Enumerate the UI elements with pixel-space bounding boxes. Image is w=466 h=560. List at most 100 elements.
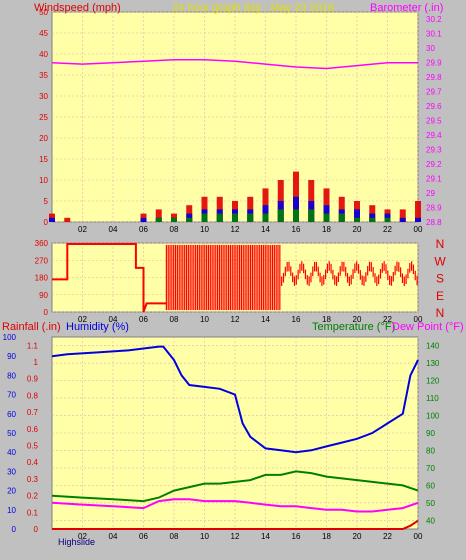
barometer-y-tick: 29.3 xyxy=(426,146,442,155)
wind-x-tick: 02 xyxy=(78,225,87,234)
barometer-y-tick: 29.5 xyxy=(426,117,442,126)
wind-x-tick: 04 xyxy=(109,225,118,234)
dir-y-tick: 180 xyxy=(35,274,49,283)
humidity-y-tick: 40 xyxy=(7,448,16,457)
wind-x-tick: 22 xyxy=(383,225,392,234)
barometer-y-tick: 29.4 xyxy=(426,131,442,140)
dir-x-tick: 02 xyxy=(78,315,87,324)
climate-x-tick: 12 xyxy=(231,532,240,541)
wind-x-tick: 00 xyxy=(414,225,423,234)
dir-y-tick: 0 xyxy=(44,308,49,317)
dir-x-tick: 08 xyxy=(170,315,179,324)
windspeed-series-bar xyxy=(308,209,315,222)
wind-y-tick: 50 xyxy=(39,8,48,17)
temp-y-tick: 130 xyxy=(426,359,440,368)
wind-x-tick: 06 xyxy=(139,225,148,234)
barometer-y-tick: 28.8 xyxy=(426,218,442,227)
windspeed-series-bar xyxy=(232,213,238,222)
compass-label: E xyxy=(436,289,444,303)
rain-y-tick: 1.1 xyxy=(27,341,39,350)
climate-x-tick: 08 xyxy=(170,532,179,541)
barometer-y-tick: 30 xyxy=(426,44,435,53)
dew-point-line xyxy=(51,498,419,513)
temp-y-tick: 50 xyxy=(426,499,435,508)
windspeed-series-bar xyxy=(247,213,254,222)
compass-label: W xyxy=(434,254,446,268)
temp-y-tick: 140 xyxy=(426,342,440,351)
windspeed-series-bar xyxy=(201,213,208,222)
humidity-y-tick: 10 xyxy=(7,506,16,515)
dir-x-tick: 18 xyxy=(322,315,331,324)
temp-y-tick: 110 xyxy=(426,394,439,403)
dir-x-tick: 16 xyxy=(292,315,301,324)
windspeed-series-bar xyxy=(354,217,360,222)
chart-title: 24 hour graph day : May 23 2016 xyxy=(172,2,334,14)
wind-y-tick: 35 xyxy=(39,71,48,80)
humidity-y-tick: 60 xyxy=(7,410,16,419)
climate-x-tick: 04 xyxy=(109,532,118,541)
wind-y-tick: 5 xyxy=(44,197,49,206)
windspeed-series-bar xyxy=(369,217,376,222)
temp-y-tick: 70 xyxy=(426,464,435,473)
dir-y-tick: 90 xyxy=(39,291,48,300)
wind-y-tick: 10 xyxy=(39,176,48,185)
wind-x-tick: 20 xyxy=(353,225,362,234)
humidity-line xyxy=(51,345,419,454)
temp-y-tick: 80 xyxy=(426,446,435,455)
windspeed-series-bar xyxy=(277,209,284,222)
climate-x-tick: 06 xyxy=(139,532,148,541)
barometer-y-tick: 29 xyxy=(426,189,435,198)
dir-x-tick: 22 xyxy=(383,315,392,324)
dir-x-tick: 20 xyxy=(353,315,362,324)
windspeed-series-bar xyxy=(262,213,269,222)
temp-y-tick: 40 xyxy=(426,516,435,525)
barometer-y-tick: 29.9 xyxy=(426,59,442,68)
humidity-axis-label: Humidity (%) xyxy=(66,321,129,333)
dir-x-tick: 06 xyxy=(139,315,148,324)
barometer-y-tick: 28.9 xyxy=(426,204,442,213)
windspeed-series-bar xyxy=(323,213,330,222)
wind-y-tick: 20 xyxy=(39,134,48,143)
rain-y-tick: 0.4 xyxy=(27,458,39,467)
rain-y-tick: 0.3 xyxy=(27,475,39,484)
climate-x-tick: 14 xyxy=(261,532,270,541)
windspeed-series-bar xyxy=(186,217,193,222)
rain-y-tick: 0.5 xyxy=(27,442,39,451)
barometer-y-tick: 29.8 xyxy=(426,73,442,82)
wind-x-tick: 16 xyxy=(292,225,301,234)
humidity-y-tick: 80 xyxy=(7,371,16,380)
wind-y-tick: 30 xyxy=(39,92,48,101)
climate-x-tick: 02 xyxy=(78,532,87,541)
barometer-y-tick: 30.1 xyxy=(426,30,442,39)
temperature-axis-label: Temperature (°F) xyxy=(312,321,395,333)
climate-x-tick: 20 xyxy=(353,532,362,541)
humidity-y-tick: 50 xyxy=(7,429,16,438)
average-wind-series-bar xyxy=(354,209,360,222)
dir-x-tick: 04 xyxy=(109,315,118,324)
footer-highslide[interactable]: Highslide xyxy=(58,537,95,547)
rain-y-tick: 0.6 xyxy=(27,425,39,434)
wind-x-tick: 10 xyxy=(200,225,209,234)
dir-x-tick: 10 xyxy=(200,315,209,324)
wind-x-tick: 18 xyxy=(322,225,331,234)
barometer-y-tick: 30.2 xyxy=(426,15,442,24)
barometer-y-tick: 29.7 xyxy=(426,88,442,97)
windspeed-series-bar xyxy=(293,209,299,222)
wind-y-tick: 15 xyxy=(39,155,48,164)
wind-x-tick: 08 xyxy=(170,225,179,234)
humidity-y-tick: 70 xyxy=(7,391,16,400)
wind-y-tick: 45 xyxy=(39,29,48,38)
compass-label: N xyxy=(436,306,445,320)
climate-x-tick: 22 xyxy=(383,532,392,541)
wind-x-tick: 12 xyxy=(231,225,240,234)
climate-x-tick: 10 xyxy=(200,532,209,541)
gust-series-bar xyxy=(399,209,406,222)
dir-x-tick: 00 xyxy=(414,315,423,324)
humidity-y-tick: 90 xyxy=(7,352,16,361)
windspeed-axis-label: Windspeed (mph) xyxy=(34,2,121,14)
windspeed-series-bar xyxy=(384,217,391,222)
gust-series-bar xyxy=(415,201,421,222)
direction-plot-area xyxy=(51,242,419,313)
wind-direction-line xyxy=(52,243,167,313)
dew-point-axis-label: Dew Point (°F) xyxy=(392,321,464,333)
